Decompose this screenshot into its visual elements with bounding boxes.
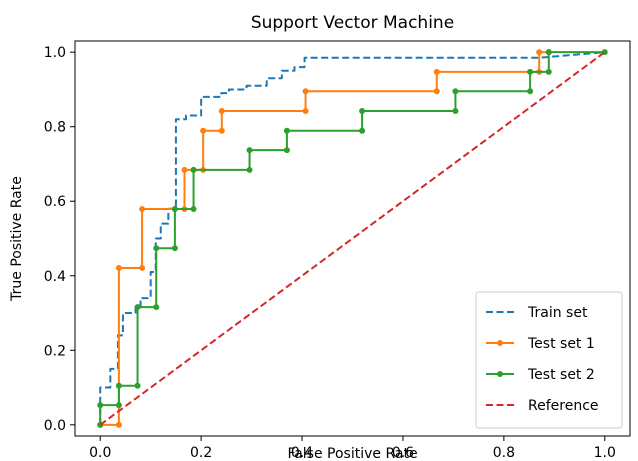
data-point xyxy=(115,382,122,389)
data-point xyxy=(545,49,552,56)
x-tick-label: 0.2 xyxy=(190,445,212,461)
data-point xyxy=(302,108,309,115)
data-point xyxy=(190,166,197,173)
legend-item: Test set 2 xyxy=(486,367,595,383)
plot-area: 0.0 0.2 0.4 0.6 0.8 1.0 0.0 0.2 0.4 0.6 0.8 1.0 xyxy=(44,40,631,461)
data-point xyxy=(527,68,534,75)
chart-title: Support Vector Machine xyxy=(251,13,454,33)
x-tick-label: 0.8 xyxy=(493,445,515,461)
x-tick-label: 0.4 xyxy=(291,445,313,461)
data-point xyxy=(153,245,160,252)
y-tick-label: 1.0 xyxy=(44,45,66,61)
series-line-train-set xyxy=(99,51,605,425)
series-line-test-set-1 xyxy=(99,51,550,426)
data-point xyxy=(181,166,188,173)
data-point xyxy=(527,88,534,95)
data-point xyxy=(171,206,178,213)
data-point xyxy=(433,68,440,75)
data-point xyxy=(134,304,141,311)
legend-item: Reference xyxy=(486,398,599,414)
x-tick-label: 1.0 xyxy=(594,445,616,461)
plot-frame xyxy=(74,40,631,437)
data-point xyxy=(200,127,207,134)
legend-box xyxy=(475,291,623,429)
data-point xyxy=(115,421,122,428)
data-point xyxy=(246,166,253,173)
legend-marker xyxy=(497,371,503,377)
data-point xyxy=(218,127,225,134)
y-tick-label: 0.4 xyxy=(44,269,66,285)
y-tick-label: 0.8 xyxy=(44,120,66,136)
data-point xyxy=(115,402,122,409)
legend-label: Train set xyxy=(527,305,588,321)
x-tick-label: 0.6 xyxy=(392,445,414,461)
y-axis-title: True Positive Rate xyxy=(9,176,25,302)
data-point xyxy=(283,147,290,154)
legend-label: Test set 2 xyxy=(527,367,595,383)
legend-label: Test set 1 xyxy=(527,336,595,352)
data-point xyxy=(452,108,459,115)
data-point xyxy=(433,88,440,95)
data-point xyxy=(190,206,197,213)
legend: Train set Test set 1 Test set 2 Reference xyxy=(475,291,623,429)
data-point xyxy=(171,245,178,252)
x-axis-title: False Positive Rate xyxy=(287,446,417,461)
y-tick-label: 0.2 xyxy=(44,343,66,359)
y-tick-label: 0.0 xyxy=(44,418,66,434)
data-point xyxy=(359,127,366,134)
data-point xyxy=(452,88,459,95)
data-point xyxy=(134,382,141,389)
data-point xyxy=(97,402,104,409)
legend-item: Train set xyxy=(486,305,588,321)
data-point xyxy=(246,147,253,154)
legend-item: Test set 1 xyxy=(486,336,595,352)
data-point xyxy=(153,304,160,311)
data-point xyxy=(283,127,290,134)
data-point xyxy=(218,108,225,115)
data-point xyxy=(115,264,122,271)
data-point xyxy=(545,68,552,75)
data-point xyxy=(139,264,146,271)
data-point xyxy=(302,88,309,95)
data-point xyxy=(139,206,146,213)
data-point xyxy=(536,49,543,56)
y-tick-label: 0.6 xyxy=(44,194,66,210)
legend-label: Reference xyxy=(528,398,599,414)
legend-marker xyxy=(497,340,503,346)
x-tick-label: 0.0 xyxy=(89,445,111,461)
data-point xyxy=(359,108,366,115)
